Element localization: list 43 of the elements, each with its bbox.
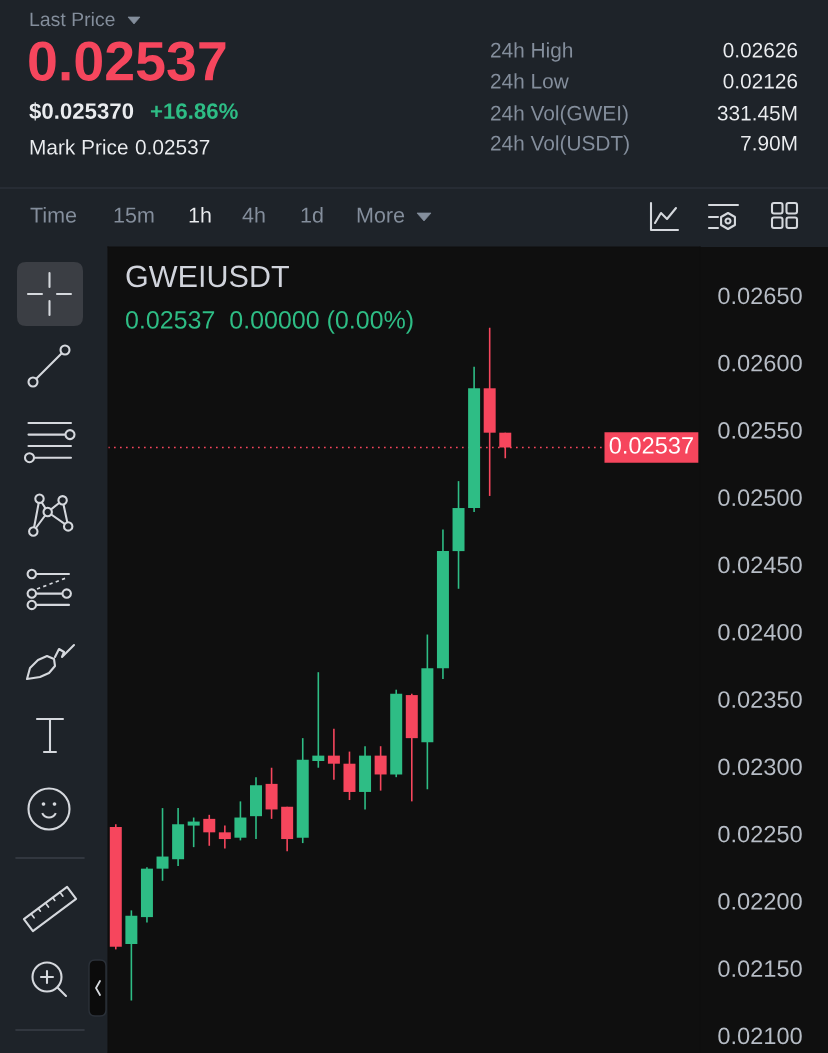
text: 331.45M xyxy=(717,105,797,121)
y-tick-label: 0.02150 xyxy=(718,960,802,978)
text: 1d xyxy=(301,206,323,223)
text: Mark Price xyxy=(30,139,128,155)
candlestick xyxy=(218,824,231,850)
candlestick xyxy=(327,727,340,781)
text: 24h High xyxy=(491,42,573,62)
y-tick-label: 0.02250 xyxy=(718,825,802,843)
text: 0.02126 xyxy=(723,73,798,89)
candlestick xyxy=(234,800,247,842)
text: 4h xyxy=(242,206,265,223)
y-tick-label: 0.02600 xyxy=(718,354,802,372)
text: +16.86% xyxy=(150,103,238,119)
y-tick-label: 0.02350 xyxy=(718,691,802,708)
y-tick-label: 0.02200 xyxy=(718,893,802,910)
y-tick-label: 0.02300 xyxy=(718,758,802,776)
y-tick-label: 0.02650 xyxy=(718,287,802,305)
text: 0.02537 xyxy=(135,139,210,155)
ref-line-label: 0.02537 xyxy=(609,437,693,454)
chart-title: GWEIUSDT xyxy=(126,265,289,288)
y-tick-label: 0.02450 xyxy=(718,556,802,574)
y-tick-label: 0.02550 xyxy=(718,422,802,439)
candlestick xyxy=(374,745,387,792)
text: $0.025370 xyxy=(29,102,134,121)
text: 24h Low xyxy=(491,73,569,89)
text: 0.02537 0.00000 (0.00%) xyxy=(125,310,413,334)
text: More xyxy=(357,207,405,223)
text: 0.02626 xyxy=(723,42,798,58)
candlestick xyxy=(187,816,200,848)
text: 24h Vol(USDT) xyxy=(491,135,629,155)
y-tick-label: 0.02400 xyxy=(718,623,802,641)
text: 24h Vol(GWEI) xyxy=(491,105,628,125)
y-tick-label: 0.02500 xyxy=(718,489,802,507)
text: 15m xyxy=(114,207,154,223)
text: Time xyxy=(30,206,77,223)
text: 7.90M xyxy=(741,135,797,151)
y-tick-label: 0.02100 xyxy=(718,1027,802,1045)
text: Last Price xyxy=(30,11,115,27)
candlestick xyxy=(203,814,216,847)
candlestick xyxy=(156,807,169,882)
candlestick xyxy=(312,671,325,769)
text: 0.02537 xyxy=(29,41,226,81)
text: 1h xyxy=(189,206,211,223)
